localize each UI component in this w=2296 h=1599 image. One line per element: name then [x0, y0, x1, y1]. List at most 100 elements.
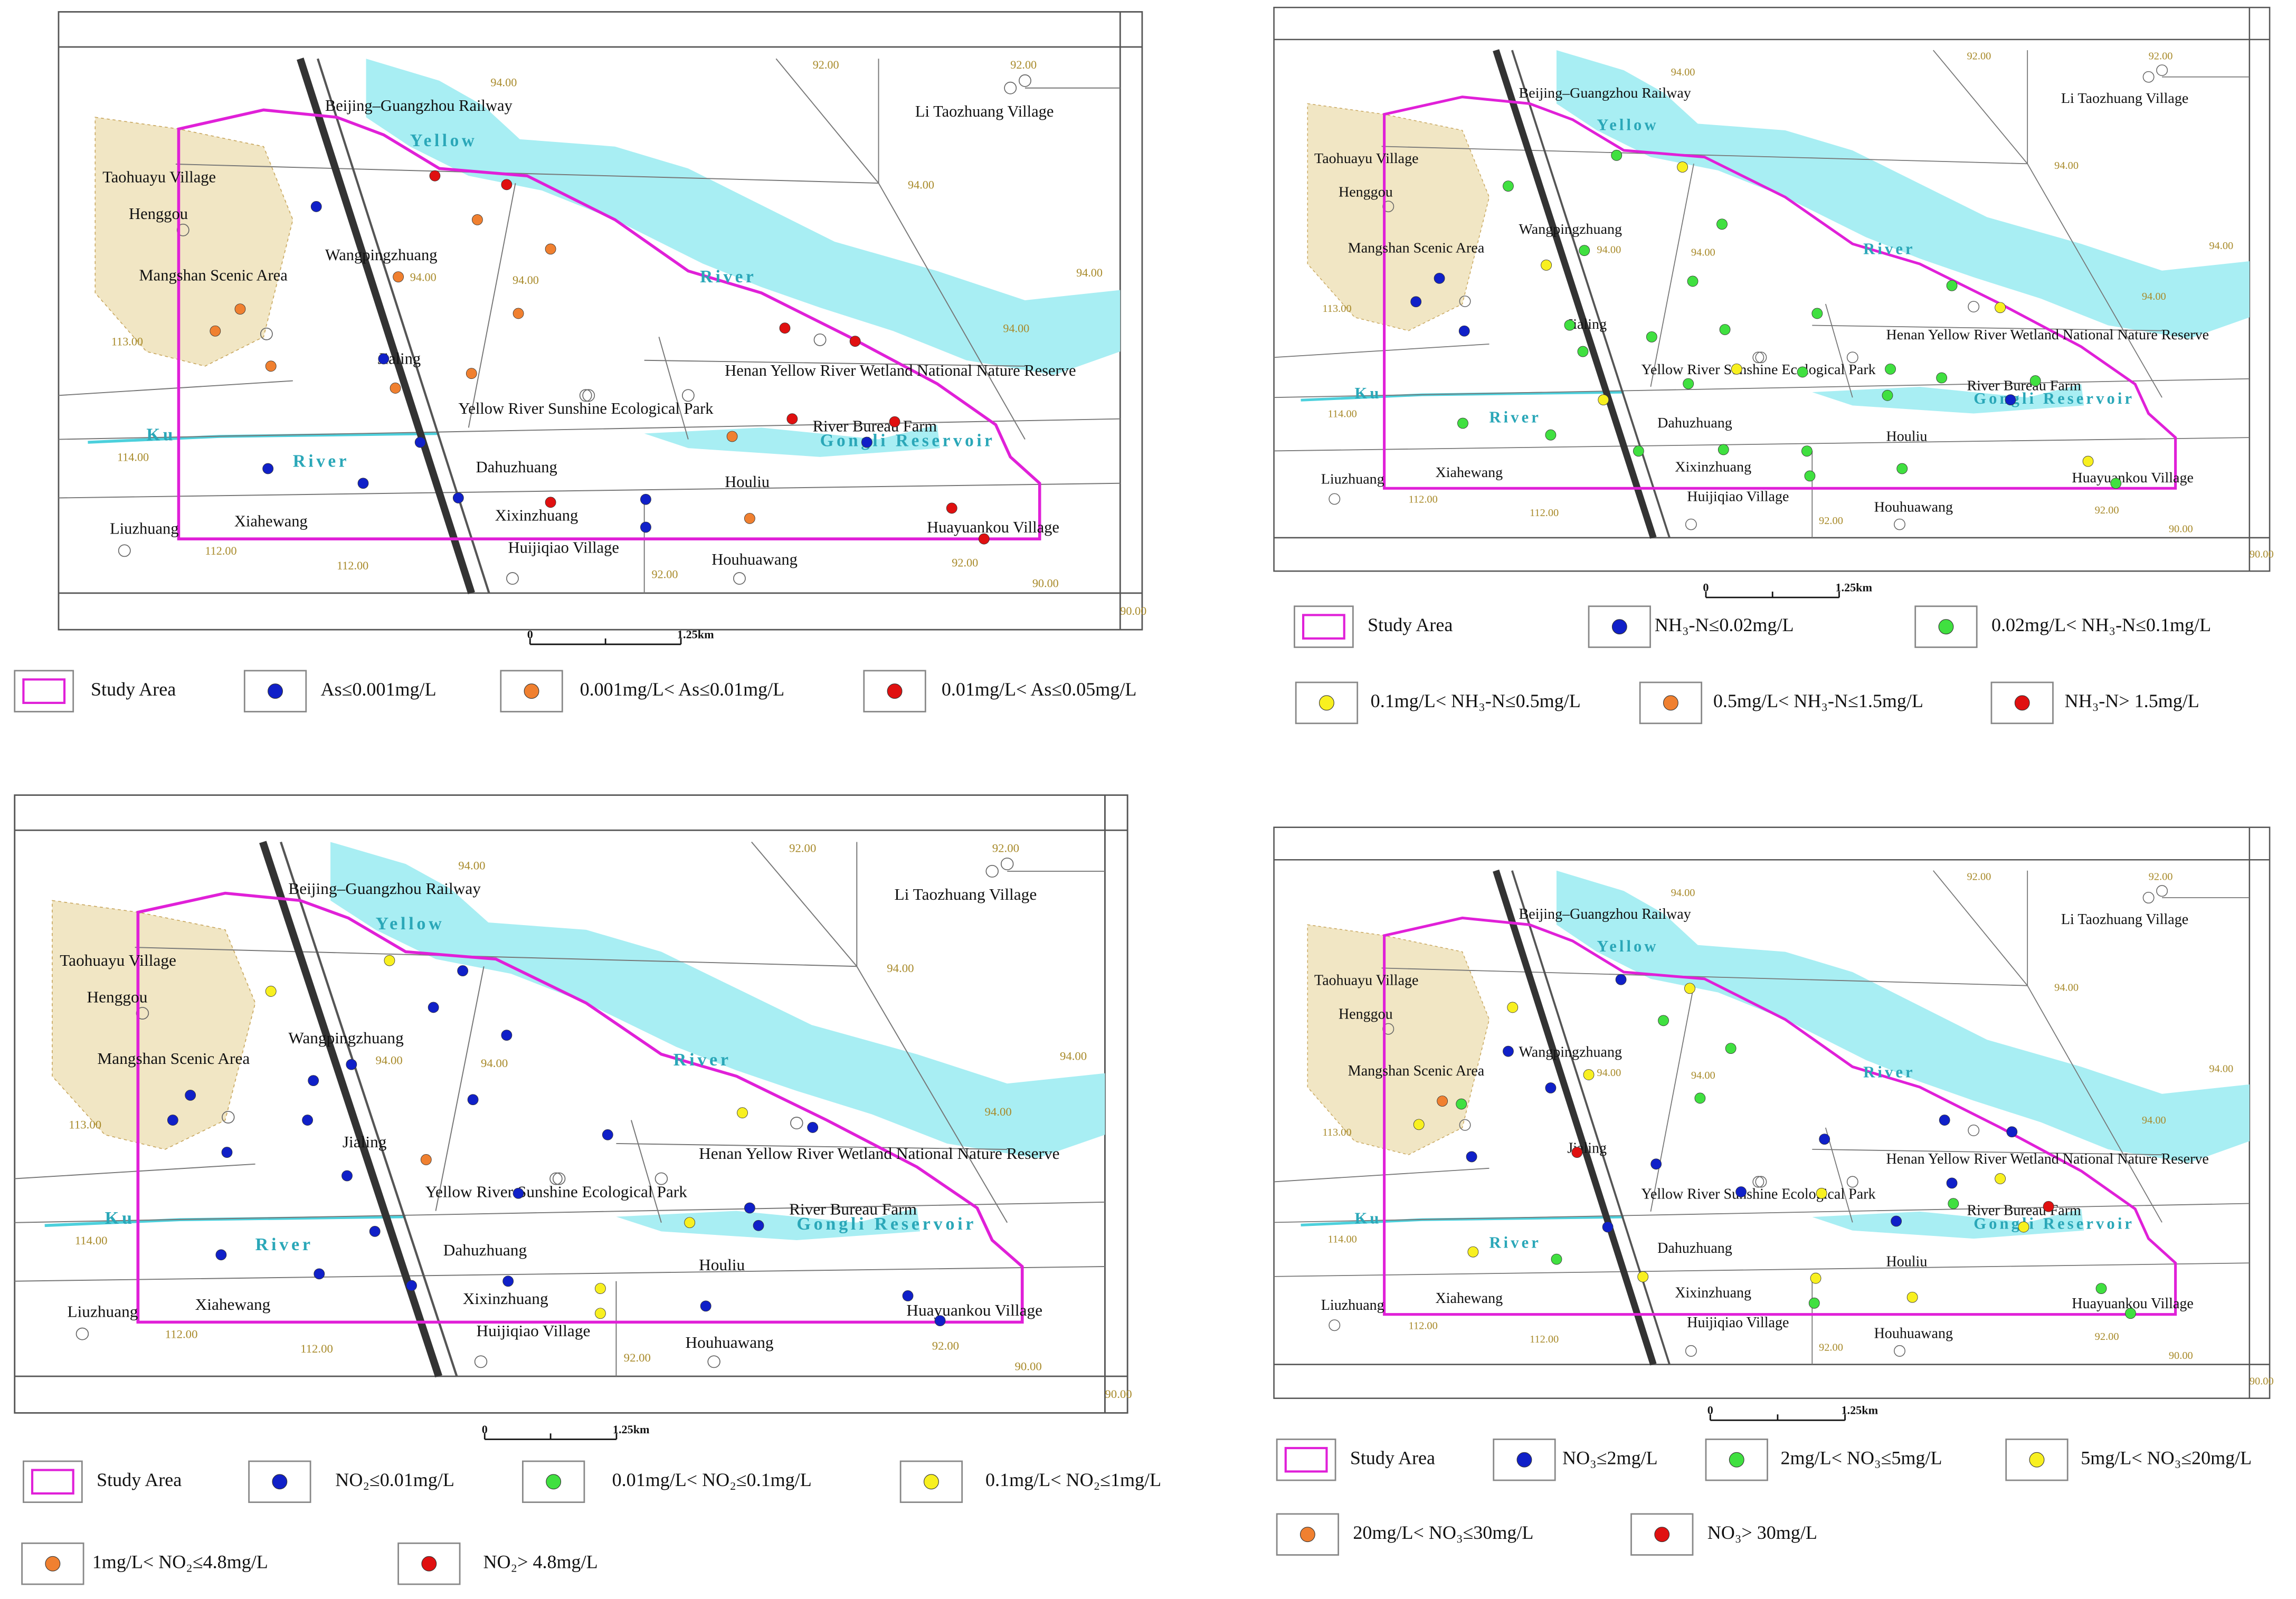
village-symbol [1968, 1124, 1980, 1137]
legend-marker [1319, 695, 1334, 711]
sample-point [902, 1290, 914, 1301]
legend-study-area [1284, 1446, 1328, 1473]
hills [94, 117, 293, 367]
place-label: Xixinzhuang [495, 507, 578, 525]
base-map: 94.00 92.00 92.00 94.00 94.00 94.00 94.00 94.00… [1273, 6, 2274, 572]
sample-point [737, 1107, 748, 1119]
railway [280, 841, 458, 1377]
sample-point [1564, 319, 1576, 331]
sample-point [452, 492, 464, 503]
sample-point [807, 1122, 819, 1133]
sample-point [1545, 1082, 1557, 1093]
contour-label: 113.00 [1322, 1127, 1351, 1138]
sample-point [1896, 463, 1908, 474]
sample-point [726, 431, 738, 442]
sample-point [1541, 260, 1552, 271]
place-label: Houliu [1886, 429, 1928, 445]
road [1650, 164, 1694, 387]
road [58, 418, 1121, 440]
legend-marker [1663, 695, 1678, 711]
place-label: Henggou [1339, 1006, 1393, 1022]
legend-study-area [31, 1469, 74, 1495]
sample-point [2005, 394, 2016, 406]
village-symbol [1894, 1345, 1905, 1357]
village-symbol [1004, 81, 1017, 94]
sample-point [1719, 324, 1731, 335]
village-symbol [1894, 518, 1905, 530]
legend-label: Study Area [1368, 614, 1453, 635]
sample-point [185, 1089, 196, 1101]
sample-point [1725, 1043, 1737, 1054]
contour-label: 94.00 [2142, 1115, 2166, 1126]
sample-point [640, 493, 651, 505]
legend-marker [1938, 619, 1954, 635]
contour-label: 94.00 [1671, 887, 1695, 899]
sample-point [2095, 1283, 2107, 1294]
place-label: Huijiqiao Village [1687, 1315, 1789, 1331]
sample-point [1466, 1151, 1477, 1163]
sample-point [210, 325, 221, 337]
sample-point [1716, 218, 1728, 230]
village-symbol [75, 1327, 89, 1340]
sample-point [513, 1187, 524, 1199]
sample-point [2125, 1308, 2136, 1319]
railway [317, 58, 490, 594]
sample-point [1995, 302, 2006, 313]
legend-label: Study Area [1350, 1447, 1435, 1468]
road [1933, 870, 2028, 986]
village-symbol [1459, 296, 1471, 307]
place-label: Yellow [1597, 937, 1658, 955]
sample-point [2043, 1201, 2054, 1212]
scale-label: 0 [1707, 1404, 1713, 1417]
place-label: River [700, 267, 756, 287]
place-label: Liuzhuang [1321, 1297, 1384, 1314]
village-symbol [260, 327, 273, 340]
sample-point [1816, 1187, 1827, 1199]
sample-point [1410, 296, 1422, 308]
base-map: 94.00 92.00 92.00 94.00 94.00 94.00 94.00 94.00… [14, 794, 1132, 1414]
sample-point [502, 1276, 514, 1287]
road [751, 841, 858, 967]
place-label: Houhuawang [1874, 499, 1953, 516]
sample-point [341, 1170, 353, 1182]
sample-point [1458, 325, 1470, 337]
contour-label: 113.00 [111, 335, 143, 348]
road [1933, 50, 2028, 164]
place-label: Yellow [1597, 116, 1658, 134]
sample-point [308, 1075, 319, 1087]
base-map: 94.00 92.00 92.00 94.00 94.00 94.00 94.00 94.00… [58, 11, 1146, 631]
sample-point [1891, 1215, 1902, 1227]
contour-label: 112.00 [1530, 1334, 1559, 1345]
legend-marker [268, 683, 283, 699]
place-label: Liuzhuang [110, 520, 178, 538]
place-label: River [1863, 1063, 1915, 1081]
place-label: Ku [146, 425, 176, 445]
place-label: Mangshan Scenic Area [1348, 1063, 1485, 1079]
contour-label: 92.00 [992, 842, 1019, 855]
contour-label: 92.00 [2095, 1331, 2119, 1343]
place-label: Ku [1355, 384, 1382, 402]
place-label: Li Taozhuang Village [895, 885, 1037, 903]
place-label: Dahuzhuang [1657, 415, 1732, 431]
legend-label: 0.02mg/L< NH₃-N≤0.1mg/L [1991, 614, 2211, 635]
sample-point [545, 497, 556, 508]
road [2027, 163, 2162, 398]
sample-point [1683, 378, 1694, 389]
sample-point [640, 521, 651, 533]
sample-point [786, 413, 798, 425]
sample-point [1694, 1092, 1706, 1104]
sample-point [1797, 366, 1808, 378]
legend-label: 0.5mg/L< NH₃-N≤1.5mg/L [1713, 690, 1923, 711]
legend-label: Study Area [91, 679, 176, 700]
place-label: Henan Yellow River Wetland National Natu… [1886, 1151, 2209, 1167]
place-label: Mangshan Scenic Area [139, 266, 288, 284]
study-area [1383, 916, 2177, 1316]
sample-point [1946, 280, 1958, 291]
place-label: Li Taozhuang Village [915, 102, 1054, 120]
place-label: Yellow River Sunshine Ecological Park [1642, 361, 1876, 378]
sample-point [215, 1249, 227, 1261]
sample-point [1503, 1045, 1514, 1057]
sample-point [384, 955, 395, 966]
place-label: Henggou [1339, 184, 1393, 200]
place-label: River Bureau Farm [789, 1200, 917, 1219]
